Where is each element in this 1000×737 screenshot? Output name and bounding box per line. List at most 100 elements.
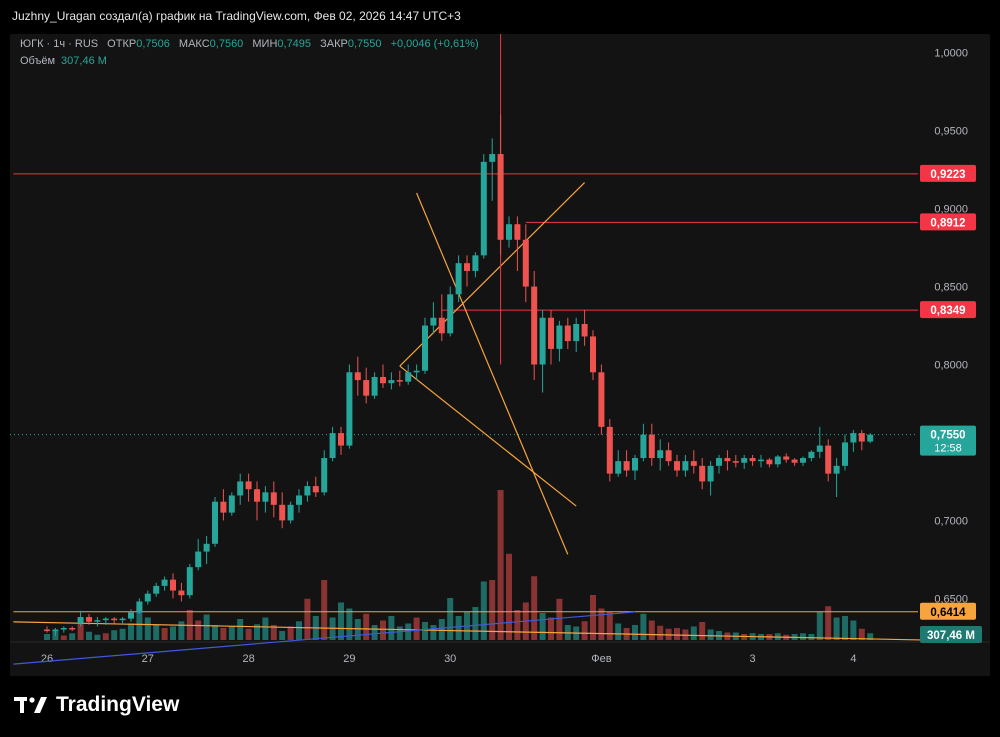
volume-bar [77,617,84,640]
candle-body [119,618,126,621]
symbol-label: ЮГК · 1ч · RUS [20,38,99,50]
volume-bar [480,581,487,640]
candle-body [447,294,454,334]
volume-bar [102,633,109,640]
volume-bar [161,628,168,640]
candle-body [144,593,151,602]
price-chart[interactable]: 1,0000 0,9500 0,9000 0,8500 0,8000 0,7000 0,65… [10,34,990,676]
volume-bar [296,621,302,640]
candle-body [774,456,781,465]
candle-body [203,543,210,552]
candle-body [699,465,706,482]
candle-body [153,585,160,594]
price-axis-bg [920,34,990,676]
volume-badge [920,626,982,643]
candle-body [422,325,428,371]
price-label-badge [920,164,976,182]
x-tick-label: 30 [444,653,456,665]
price-label-text: 0,7550 [930,430,965,442]
candle-body [60,627,67,630]
y-tick-label: 0,8000 [934,360,968,372]
volume-bar [111,630,118,640]
price-label-badge [920,602,976,620]
volume-bar [203,614,210,640]
volume-bar [128,623,134,640]
candle-body [648,434,655,459]
y-tick-label: 0,7000 [934,515,968,527]
candle-body [371,376,378,396]
candle-body [816,445,823,452]
volume-bar [489,580,496,640]
volume-bar [514,610,521,640]
candle-body [279,504,286,521]
volume-bar [119,628,126,640]
volume-bar [640,613,647,640]
candle-body [195,551,202,568]
volume-bar [598,608,605,640]
ohlc-legend: ЮГК · 1ч · RUS ОТКР0,7506 МАКС0,7560 МИН… [20,38,479,50]
candle-body [455,263,462,295]
volume-bar [371,625,378,640]
x-tick-label: 28 [242,653,254,665]
volume-bar [447,598,454,640]
chart-panel[interactable]: 1,0000 0,9500 0,9000 0,8500 0,8000 0,7000 0,65… [10,34,990,676]
brand-name: TradingView [56,693,180,716]
footer: TradingView [0,676,1000,737]
volume-bar [506,553,512,640]
volume-bar [346,608,353,640]
y-tick-label: 1,0000 [934,48,968,60]
y-tick-label: 0,9000 [934,204,968,216]
candle-body [170,579,176,591]
candle-body [506,224,512,240]
close-label: ЗАКР [320,38,348,50]
y-tick-label: 0,6500 [934,593,968,605]
volume-bar [220,628,227,640]
volume-bar [413,617,420,640]
volume-bar [405,623,412,640]
candle-body [707,465,714,482]
volume-bar [690,626,697,640]
low-label: МИН [252,38,278,50]
candle-body [531,286,538,365]
candle-body [396,380,403,382]
candle-body [623,461,630,471]
candle-body [480,161,487,256]
candle-body [556,325,563,349]
volume-bar [170,626,176,640]
volume-bar [136,606,143,640]
price-label-text: 0,9223 [930,169,965,181]
candle-body [657,450,664,459]
candle-body [287,504,294,521]
candle-body [858,433,865,442]
candle-body [850,433,857,443]
candle-body [102,618,109,621]
volume-bar [648,620,655,640]
candle-body [833,465,840,474]
candle-body [228,495,235,513]
candle-body [161,579,168,586]
candle-body [548,317,554,349]
candle-body [363,380,370,396]
candle-body [111,618,118,621]
volume-bar [615,623,622,640]
volume-bar [531,576,538,640]
candle-body [590,336,596,373]
candle-body [682,461,689,471]
volume-label: Объём [20,55,56,67]
tradingview-brand[interactable]: TradingView [14,693,179,717]
price-label-text: 0,6414 [930,607,966,619]
candle-body [842,442,848,466]
price-label-badge [920,213,976,231]
volume-bar [237,619,244,640]
y-tick-label: 0,8500 [934,282,968,294]
candle-body [808,451,815,459]
volume-bar [212,625,218,640]
volume-bar [178,621,185,640]
candle-body [405,372,412,382]
candle-body [724,458,731,462]
candle-body [212,501,218,544]
volume-bar [279,631,286,640]
candle-body [52,629,59,632]
candle-body [128,612,134,619]
volume-bar [842,616,848,640]
